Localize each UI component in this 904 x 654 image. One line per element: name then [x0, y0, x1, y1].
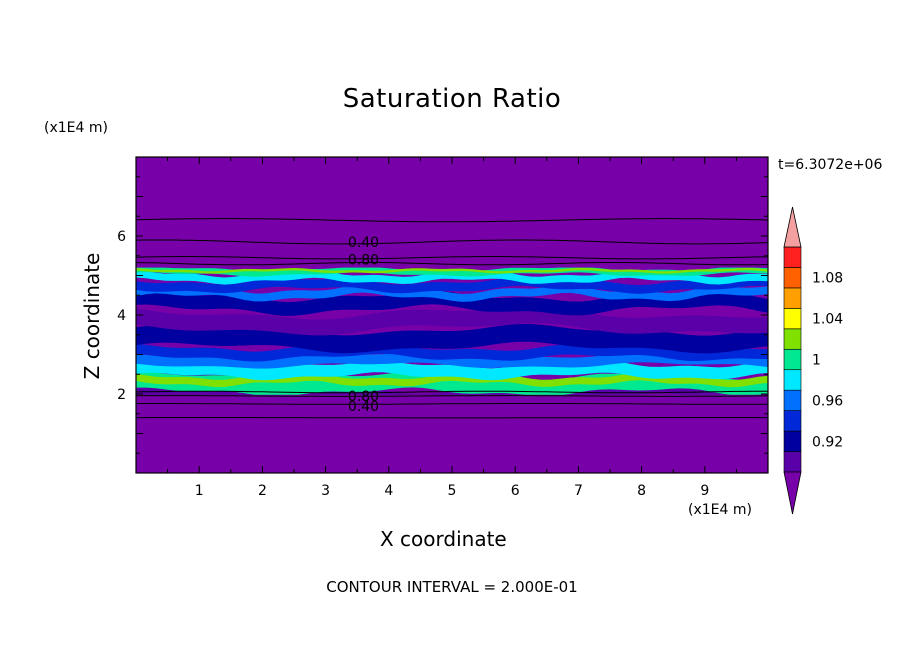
contour-labels: 0.400.800.800.40: [348, 235, 379, 415]
colorbar-swatch: [783, 308, 802, 330]
colorbar-swatch: [783, 246, 802, 268]
time-label: t=6.3072e+06: [778, 157, 883, 173]
x-tick-label: 6: [511, 483, 520, 499]
x-tick-label: 9: [700, 483, 709, 499]
x-axis-unit: (x1E4 m): [688, 502, 752, 518]
x-axis-label: X coordinate: [380, 527, 507, 551]
contour-line: [136, 239, 768, 245]
y-tick-label: 4: [117, 308, 126, 324]
colorbar-over-arrow: [783, 206, 802, 248]
x-tick-label: 5: [448, 483, 457, 499]
x-tick-label: 2: [258, 483, 267, 499]
color-band: [136, 307, 768, 336]
contour-lines: [136, 218, 768, 419]
colorbar-label: 0.92: [812, 434, 843, 450]
color-band: [136, 360, 768, 381]
chart-title: Saturation Ratio: [342, 84, 562, 114]
color-band: [136, 277, 768, 294]
x-tick-label: 8: [637, 483, 646, 499]
contour-label: 0.40: [348, 235, 379, 251]
colorbar-label: 1.04: [812, 312, 843, 328]
x-tick-label: 7: [574, 483, 583, 499]
contour-line: [136, 262, 768, 266]
colorbar-swatch: [783, 389, 802, 411]
x-ticks: 1 2 3 4 5 6 7 8 9: [135, 157, 769, 499]
y-axis-label: Z coordinate: [80, 252, 104, 380]
x-tick-label: 1: [195, 483, 204, 499]
color-band: [136, 290, 768, 316]
color-band: [136, 284, 768, 302]
color-band: [136, 267, 768, 274]
contour-label: 0.80: [348, 389, 379, 405]
colorbar-swatch: [783, 348, 802, 371]
y-tick-label: 2: [117, 387, 126, 403]
upper-dry-region: [136, 157, 768, 268]
contour-label: 0.40: [348, 399, 379, 415]
colorbar-under-arrow: [783, 471, 802, 515]
lower-dry-region: [136, 394, 768, 473]
colorbar-swatch: [783, 451, 802, 473]
contour-line: [136, 403, 768, 405]
contour-interval-label: CONTOUR INTERVAL = 2.000E-01: [326, 578, 578, 596]
colorbar-label: 0.96: [812, 393, 843, 409]
colorbar-swatch: [783, 430, 802, 452]
y-ticks: 2 4 6: [117, 156, 768, 474]
colorbar-swatch: [783, 328, 802, 350]
y-tick-label: 6: [117, 229, 126, 245]
colorbar: 0.92 0.96 1 1.04 1.08: [783, 206, 843, 515]
y-axis-unit: (x1E4 m): [44, 120, 108, 136]
color-bands: [136, 157, 768, 473]
colorbar-label: 1.08: [812, 271, 843, 287]
contour-line: [136, 256, 768, 260]
x-tick-label: 4: [384, 483, 393, 499]
contour-line: [136, 218, 768, 223]
colorbar-swatch: [783, 369, 802, 391]
contour-line: [136, 395, 768, 397]
x-tick-label: 3: [321, 483, 330, 499]
colorbar-swatch: [783, 267, 802, 289]
colorbar-label: 1: [812, 353, 821, 369]
color-band: [136, 343, 768, 362]
contour-line: [136, 390, 768, 394]
colorbar-swatch: [783, 287, 802, 309]
colorbar-swatch: [783, 410, 802, 432]
contour-label: 0.80: [348, 253, 379, 269]
